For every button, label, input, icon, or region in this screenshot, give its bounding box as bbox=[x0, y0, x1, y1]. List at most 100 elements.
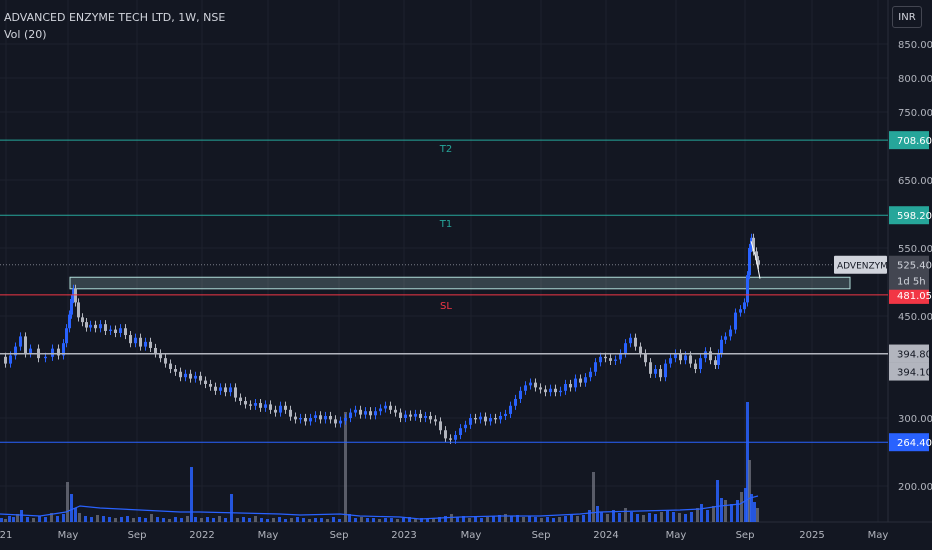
x-tick-label: May bbox=[868, 530, 889, 541]
candle-body bbox=[4, 356, 7, 364]
candle-body bbox=[319, 415, 322, 420]
candle-body bbox=[674, 353, 677, 359]
candle-body bbox=[399, 412, 402, 418]
candle-body bbox=[149, 341, 152, 348]
candle-body bbox=[534, 382, 537, 388]
volume-bar bbox=[660, 512, 663, 522]
candle-body bbox=[589, 371, 592, 378]
x-tick-label: May bbox=[58, 530, 79, 541]
volume-bar bbox=[492, 516, 495, 522]
volume-bar bbox=[230, 494, 233, 522]
candle-body bbox=[244, 401, 247, 405]
y-axis[interactable]: 850.00 800.00 750.00 650.00 550.00 450.00 300.… bbox=[889, 40, 932, 493]
candle-body bbox=[239, 397, 242, 401]
volume-bar bbox=[162, 518, 165, 522]
volume-bar bbox=[654, 514, 657, 522]
volume-bar bbox=[284, 519, 287, 522]
candle-body bbox=[304, 418, 307, 422]
candle-body bbox=[489, 418, 492, 422]
grid-lines bbox=[0, 0, 932, 523]
volume-bar bbox=[516, 515, 519, 522]
x-tick-label: 2024 bbox=[593, 530, 618, 541]
candle-body bbox=[354, 409, 357, 413]
candle-body bbox=[144, 341, 147, 347]
volume-bar bbox=[96, 515, 99, 522]
level-label: SL bbox=[440, 301, 452, 312]
candle-body bbox=[514, 398, 517, 406]
volume-bar bbox=[326, 519, 329, 522]
price-series bbox=[0, 233, 888, 444]
volume-indicator-label[interactable]: Vol (20) bbox=[4, 28, 47, 41]
currency-button[interactable]: INR bbox=[892, 6, 922, 28]
volume-bar bbox=[414, 519, 417, 522]
volume-bar bbox=[150, 514, 153, 522]
volume-bar bbox=[390, 518, 393, 522]
candle-body bbox=[164, 358, 167, 364]
volume-bar bbox=[26, 517, 29, 522]
volume-bar bbox=[344, 412, 347, 522]
volume-bar bbox=[308, 519, 311, 522]
volume-bar bbox=[84, 516, 87, 522]
bar-countdown: 1d 5h bbox=[897, 277, 926, 288]
candle-body bbox=[739, 309, 742, 313]
last-price-tag bbox=[889, 255, 929, 290]
volume-bar bbox=[56, 516, 59, 522]
volume-bar bbox=[236, 518, 239, 522]
volume-bar bbox=[648, 513, 651, 522]
candle-body bbox=[429, 415, 432, 420]
volume-bar bbox=[690, 512, 693, 522]
candle-body bbox=[24, 336, 27, 354]
candle-body bbox=[559, 390, 562, 393]
candle-body bbox=[743, 302, 746, 310]
volume-bar bbox=[212, 518, 215, 522]
candle-body bbox=[639, 346, 642, 354]
volume-bar bbox=[384, 518, 387, 522]
volume-bar bbox=[190, 467, 193, 522]
volume-bar bbox=[38, 516, 41, 522]
candle-body bbox=[299, 418, 302, 420]
candle-body bbox=[444, 430, 447, 439]
volume-bar bbox=[666, 510, 669, 522]
volume-bar bbox=[456, 517, 459, 522]
x-tick-label: May bbox=[258, 530, 279, 541]
volume-bar bbox=[678, 513, 681, 522]
volume-bar bbox=[366, 518, 369, 522]
candle-body bbox=[81, 317, 84, 323]
candle-body bbox=[179, 371, 182, 378]
volume-bar bbox=[756, 508, 759, 522]
volume-bar bbox=[444, 516, 447, 522]
volume-bar bbox=[314, 518, 317, 522]
candle-body bbox=[154, 347, 157, 354]
x-axis[interactable]: 21 May Sep 2022 May Sep 2023 May Sep 2024 May Sep 20… bbox=[0, 530, 888, 541]
volume-bar bbox=[432, 518, 435, 522]
candle-body bbox=[609, 358, 612, 361]
candle-body bbox=[294, 416, 297, 420]
candle-body bbox=[469, 418, 472, 425]
candle-body bbox=[664, 363, 667, 378]
volume-bar bbox=[186, 516, 189, 522]
volume-bar bbox=[510, 516, 513, 522]
volume-bar bbox=[402, 518, 405, 522]
volume-bar bbox=[20, 510, 23, 522]
volume-bar bbox=[70, 494, 73, 522]
volume-bar bbox=[498, 515, 501, 522]
volume-bar bbox=[242, 517, 245, 522]
volume-bar bbox=[606, 514, 609, 522]
volume-bar bbox=[462, 516, 465, 522]
candle-body bbox=[629, 337, 632, 344]
volume-bar bbox=[180, 518, 183, 522]
candle-body bbox=[184, 373, 187, 378]
candle-body bbox=[159, 353, 162, 359]
candle-body bbox=[77, 302, 80, 318]
volume-bar bbox=[144, 518, 147, 522]
volume-bar bbox=[540, 518, 543, 522]
symbol-label: ADVENZYMES bbox=[837, 262, 900, 272]
volume-bar bbox=[396, 519, 399, 522]
candle-body bbox=[694, 363, 697, 370]
candle-body bbox=[724, 336, 727, 340]
candle-body bbox=[474, 418, 477, 420]
volume-bar bbox=[174, 517, 177, 522]
candle-body bbox=[564, 384, 567, 391]
volume-bar bbox=[50, 513, 53, 522]
